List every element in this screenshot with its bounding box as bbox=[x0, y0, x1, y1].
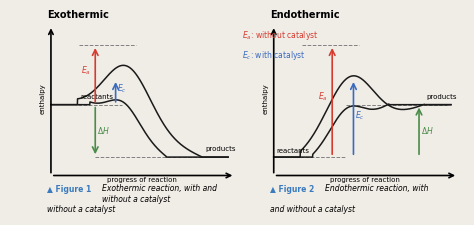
Text: without a catalyst: without a catalyst bbox=[47, 205, 116, 214]
Text: $\Delta H$: $\Delta H$ bbox=[97, 125, 110, 136]
Text: $E_a$: $E_a$ bbox=[318, 91, 328, 103]
Text: products: products bbox=[426, 94, 456, 100]
Text: Endothermic: Endothermic bbox=[270, 10, 340, 20]
Y-axis label: enthalpy: enthalpy bbox=[263, 84, 269, 114]
Text: $E_c$: $E_c$ bbox=[118, 83, 127, 95]
X-axis label: progress of reaction: progress of reaction bbox=[107, 177, 177, 183]
Text: products: products bbox=[205, 146, 236, 152]
Text: Endothermic reaction, with: Endothermic reaction, with bbox=[325, 184, 428, 194]
Text: ▲ Figure 2: ▲ Figure 2 bbox=[270, 184, 314, 194]
Text: Exothermic: Exothermic bbox=[47, 10, 109, 20]
Text: and without a catalyst: and without a catalyst bbox=[270, 205, 355, 214]
Text: ▲ Figure 1: ▲ Figure 1 bbox=[47, 184, 91, 194]
Text: $E_a$: without catalyst: $E_a$: without catalyst bbox=[242, 29, 318, 42]
Text: $E_c$: with catalyst: $E_c$: with catalyst bbox=[242, 50, 305, 63]
Text: $E_c$: $E_c$ bbox=[355, 109, 365, 122]
Text: Exothermic reaction, with and
without a catalyst: Exothermic reaction, with and without a … bbox=[102, 184, 217, 204]
X-axis label: progress of reaction: progress of reaction bbox=[330, 177, 400, 183]
Text: $E_a$: $E_a$ bbox=[81, 64, 91, 77]
Y-axis label: enthalpy: enthalpy bbox=[40, 84, 46, 114]
Text: reactants: reactants bbox=[80, 94, 113, 100]
Text: $\Delta H$: $\Delta H$ bbox=[421, 125, 434, 136]
Text: reactants: reactants bbox=[276, 148, 310, 154]
